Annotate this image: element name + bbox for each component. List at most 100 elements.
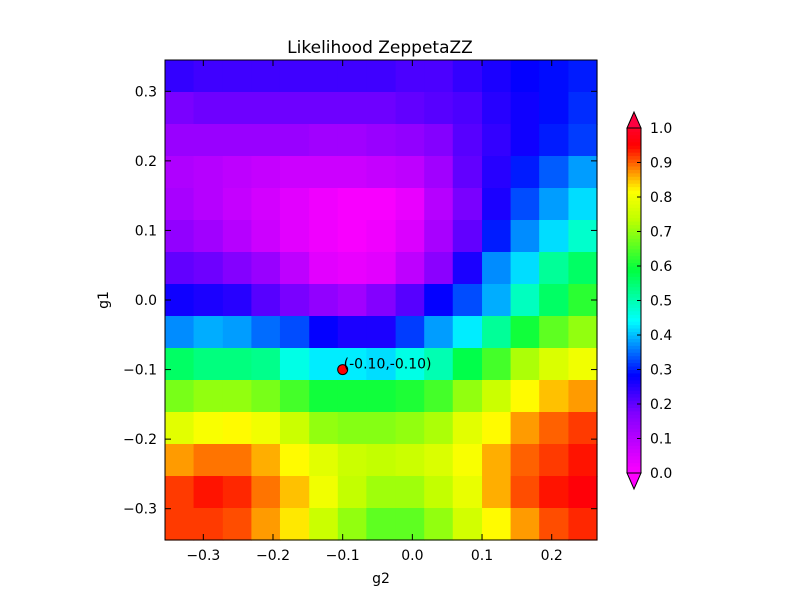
- heatmap-cell: [539, 316, 570, 349]
- heatmap-cell: [424, 252, 454, 285]
- heatmap-cell: [337, 60, 367, 93]
- heatmap-cell: [395, 156, 425, 189]
- heatmap-cell: [482, 476, 512, 509]
- heatmap-cell: [395, 444, 425, 477]
- heatmap-cell: [251, 412, 281, 445]
- heatmap-cell: [539, 444, 570, 477]
- heatmap-cell: [251, 252, 281, 285]
- heatmap-cell: [337, 252, 367, 285]
- heatmap-cell: [193, 412, 224, 445]
- heatmap-cell: [279, 476, 310, 509]
- x-axis-label: g2: [372, 571, 390, 587]
- heatmap-cell: [395, 476, 425, 509]
- heatmap-cell: [452, 508, 483, 541]
- colorbar-band: [627, 331, 641, 336]
- heatmap-cell: [165, 92, 195, 125]
- heatmap-cell: [510, 412, 540, 445]
- colorbar-band: [627, 290, 641, 295]
- heatmap-cell: [424, 188, 454, 221]
- heatmap-cell: [251, 316, 281, 349]
- colorbar-band: [627, 317, 641, 322]
- colorbar-band: [627, 428, 641, 433]
- colorbar-band: [627, 286, 641, 291]
- heatmap-cell: [251, 380, 281, 413]
- x-tick-label: −0.1: [326, 548, 360, 564]
- heatmap-cell: [568, 508, 598, 541]
- heatmap-cell: [452, 444, 483, 477]
- colorbar-tick-label: 0.5: [650, 294, 672, 310]
- heatmap-cell: [165, 220, 195, 253]
- heatmap-cell: [366, 444, 397, 477]
- colorbar-band: [627, 238, 641, 243]
- heatmap-cell: [251, 284, 281, 317]
- heatmap-cell: [251, 156, 281, 189]
- heatmap-cell: [424, 284, 454, 317]
- colorbar-band: [627, 417, 641, 422]
- heatmap-cell: [568, 476, 598, 509]
- heatmap-cell: [395, 124, 425, 157]
- y-tick-label: 0.3: [135, 84, 157, 100]
- colorbar-band: [627, 197, 641, 201]
- heatmap-cell: [337, 124, 367, 157]
- heatmap-cell: [395, 60, 425, 93]
- heatmap-cell: [482, 252, 512, 285]
- heatmap-cell: [222, 124, 252, 157]
- colorbar-band: [627, 293, 641, 298]
- heatmap-cell: [337, 444, 367, 477]
- heatmap-cell: [279, 252, 310, 285]
- heatmap-cell: [251, 92, 281, 125]
- heatmap-cell: [482, 284, 512, 317]
- heatmap-cells: [165, 60, 598, 541]
- heatmap-cell: [193, 380, 224, 413]
- heatmap-cell: [510, 156, 540, 189]
- heatmap-cell: [222, 252, 252, 285]
- colorbar-band: [627, 228, 641, 232]
- colorbar-band: [627, 376, 641, 381]
- colorbar-band: [627, 435, 641, 439]
- heatmap-cell: [424, 316, 454, 349]
- marker-layer: (-0.10,-0.10): [337, 357, 432, 376]
- heatmap-cell: [165, 412, 195, 445]
- heatmap-cell: [309, 60, 339, 93]
- heatmap-cell: [482, 124, 512, 157]
- x-tick-label: 0.1: [471, 548, 493, 564]
- heatmap-cell: [366, 124, 397, 157]
- heatmap-cell: [193, 316, 224, 349]
- colorbar-band: [627, 134, 641, 139]
- heatmap-cell: [337, 92, 367, 125]
- heatmap-cell: [279, 188, 310, 221]
- heatmap-cell: [539, 156, 570, 189]
- heatmap-cell: [309, 508, 339, 541]
- heatmap-cell: [165, 188, 195, 221]
- heatmap-cell: [193, 252, 224, 285]
- y-tick-label: 0.1: [135, 223, 157, 239]
- colorbar-band: [627, 414, 641, 419]
- heatmap-cell: [510, 252, 540, 285]
- colorbar-band: [627, 138, 641, 143]
- heatmap-cell: [452, 220, 483, 253]
- colorbar-band: [627, 217, 641, 222]
- heatmap-cell: [568, 124, 598, 157]
- heatmap-cell: [309, 380, 339, 413]
- heatmap-cell: [510, 220, 540, 253]
- heatmap-cell: [309, 156, 339, 189]
- heatmap-cell: [482, 444, 512, 477]
- colorbar-band: [627, 404, 641, 408]
- heatmap-cell: [452, 156, 483, 189]
- heatmap-cell: [395, 348, 425, 381]
- heatmap-cell: [366, 508, 397, 541]
- heatmap-cell: [366, 92, 397, 125]
- heatmap-cell: [222, 508, 252, 541]
- heatmap-cell: [279, 316, 310, 349]
- colorbar-band: [627, 231, 641, 236]
- heatmap-cell: [539, 508, 570, 541]
- colorbar-tick-label: 0.3: [650, 363, 672, 379]
- colorbar-band: [627, 469, 641, 474]
- heatmap-cell: [366, 412, 397, 445]
- heatmap-cell: [539, 284, 570, 317]
- heatmap-cell: [193, 508, 224, 541]
- heatmap-cell: [251, 60, 281, 93]
- heatmap-cell: [366, 316, 397, 349]
- heatmap-cell: [510, 348, 540, 381]
- heatmap-cell: [510, 60, 540, 93]
